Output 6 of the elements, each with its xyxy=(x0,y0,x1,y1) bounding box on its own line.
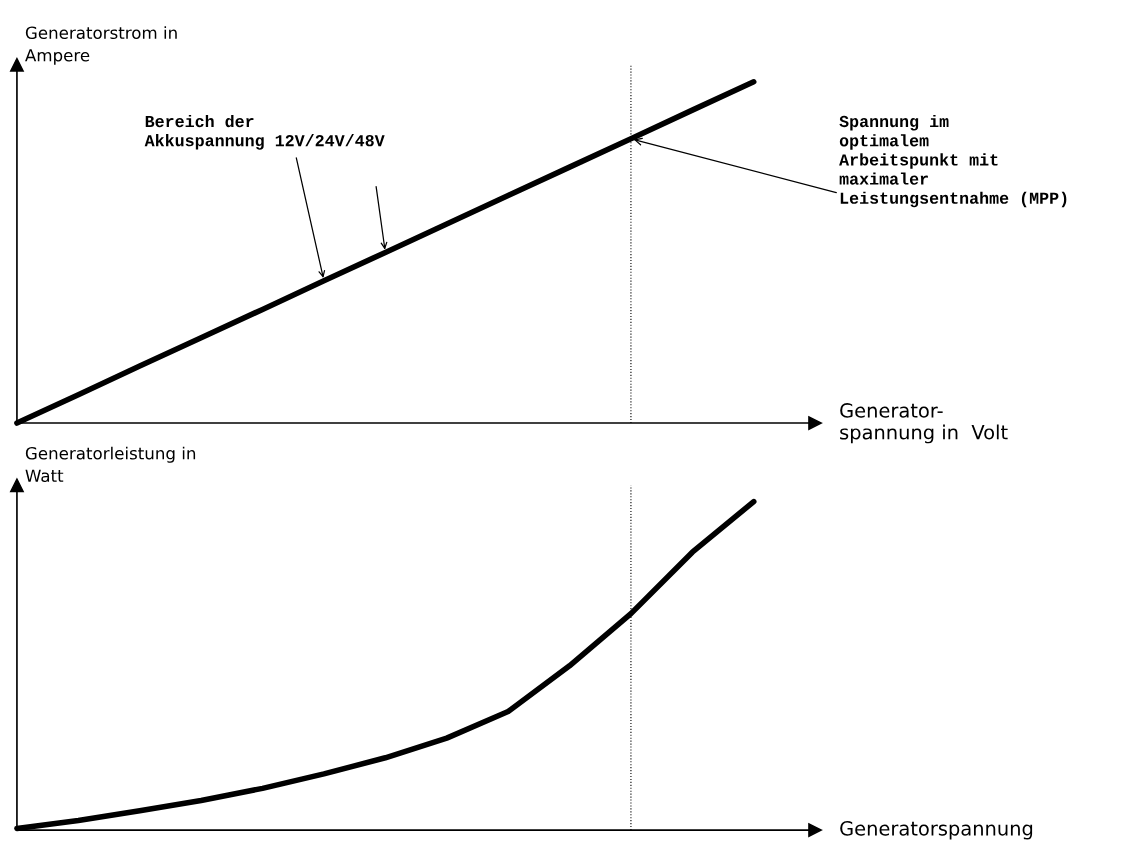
y-axis-title: Generatorstrom in Ampere xyxy=(25,26,177,65)
y-axis-title: Generatorleistung in Watt xyxy=(25,446,196,483)
x-axis-title: Generator- spannung in Volt xyxy=(840,403,1008,444)
x-axis-title: Generatorspannung xyxy=(840,821,1033,840)
text: Spannung im optimalem Arbeitspunkt mit maximaler Leistungsentnahme (MPP) xyxy=(839,114,1067,208)
annotation: Bereich der Akkuspannung 12V/24V/48V xyxy=(144,114,385,150)
